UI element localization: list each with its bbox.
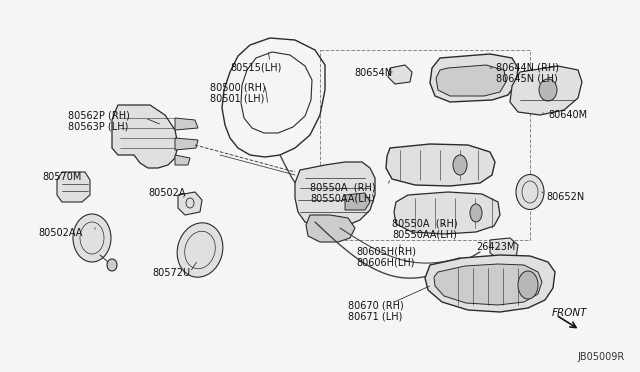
Ellipse shape [516,174,544,209]
Polygon shape [175,155,190,165]
Text: FRONT: FRONT [552,308,588,318]
Text: 80640M: 80640M [548,110,587,120]
Ellipse shape [470,204,482,222]
Polygon shape [178,192,202,215]
Text: 80644N (RH)
80645N (LH): 80644N (RH) 80645N (LH) [496,62,559,84]
Polygon shape [510,66,582,115]
Polygon shape [57,172,90,202]
Text: 80562P (RH)
80563P (LH): 80562P (RH) 80563P (LH) [68,110,130,132]
Polygon shape [388,65,412,84]
Bar [320,50,530,240]
Ellipse shape [177,223,223,277]
Polygon shape [434,264,542,305]
Polygon shape [175,118,198,130]
Text: 80500 (RH)
80501 (LH): 80500 (RH) 80501 (LH) [210,82,266,103]
Text: JB05009R: JB05009R [578,352,625,362]
Polygon shape [436,65,506,96]
Text: 80652N: 80652N [546,192,584,202]
Text: 80572U: 80572U [152,268,190,278]
Text: 80550A  (RH)
80550AA(LH): 80550A (RH) 80550AA(LH) [310,182,376,203]
Text: 80654N: 80654N [354,68,392,78]
Polygon shape [394,192,500,234]
Polygon shape [345,193,370,210]
Ellipse shape [107,259,117,271]
Ellipse shape [539,79,557,101]
Polygon shape [490,238,518,260]
Text: 80515(LH): 80515(LH) [230,62,282,72]
Text: 80550A  (RH)
80550AA(LH): 80550A (RH) 80550AA(LH) [392,218,458,240]
Ellipse shape [518,271,538,299]
Text: 80502A: 80502A [148,188,186,198]
Text: 80502AA: 80502AA [38,228,83,238]
Polygon shape [175,138,198,150]
Ellipse shape [73,214,111,262]
Text: 26423M: 26423M [476,242,515,252]
Text: 80605H(RH)
80606H(LH): 80605H(RH) 80606H(LH) [356,246,416,267]
Polygon shape [112,105,178,168]
Polygon shape [430,54,518,102]
Polygon shape [386,144,495,186]
Text: 80570M: 80570M [42,172,81,182]
Polygon shape [295,162,375,228]
Ellipse shape [453,155,467,175]
Polygon shape [306,215,355,242]
Polygon shape [425,255,555,312]
Text: 80670 (RH)
80671 (LH): 80670 (RH) 80671 (LH) [348,300,404,322]
